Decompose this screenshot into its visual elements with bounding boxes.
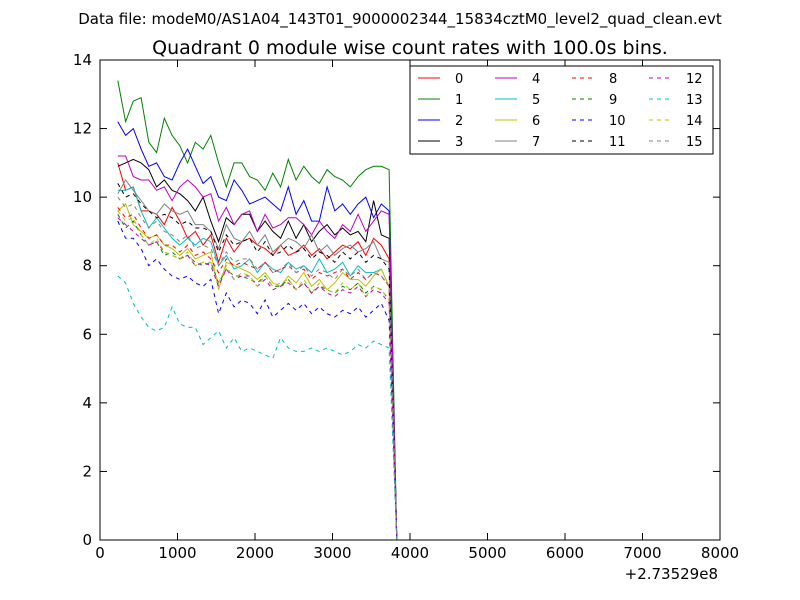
legend-label-1: 1 xyxy=(455,93,463,108)
x-tick-label: 2000 xyxy=(236,544,274,562)
legend-box xyxy=(409,65,714,155)
legend-label-11: 11 xyxy=(609,135,626,150)
y-tick-label: 6 xyxy=(82,325,92,343)
x-tick-label: 4000 xyxy=(391,544,429,562)
chart-title: Quadrant 0 module wise count rates with … xyxy=(152,37,668,59)
legend-label-9: 9 xyxy=(609,93,617,108)
y-tick-label: 4 xyxy=(82,394,92,412)
x-tick-label: 3000 xyxy=(313,544,351,562)
legend-label-6: 6 xyxy=(532,114,540,129)
series-line-13 xyxy=(117,275,669,541)
y-tick-label: 12 xyxy=(73,120,92,138)
legend-label-2: 2 xyxy=(455,114,463,129)
legend-label-14: 14 xyxy=(686,114,703,129)
y-tick-label: 2 xyxy=(82,462,92,480)
y-tick-label: 10 xyxy=(73,188,92,206)
legend-label-5: 5 xyxy=(532,93,540,108)
legend-label-10: 10 xyxy=(609,114,626,129)
y-tick-label: 14 xyxy=(73,51,92,69)
y-tick-label: 0 xyxy=(82,531,92,549)
x-offset-label: +2.73529e8 xyxy=(625,565,718,583)
x-tick-label: 8000 xyxy=(701,544,739,562)
legend-label-7: 7 xyxy=(532,135,540,150)
legend-label-15: 15 xyxy=(686,135,703,150)
legend-label-3: 3 xyxy=(455,135,463,150)
chart-suptitle: Data file: modeM0/AS1A04_143T01_90000023… xyxy=(78,10,722,29)
legend-label-12: 12 xyxy=(686,72,703,87)
x-tick-label: 5000 xyxy=(468,544,506,562)
x-tick-label: 6000 xyxy=(546,544,584,562)
x-tick-label: 7000 xyxy=(623,544,661,562)
legend-label-8: 8 xyxy=(609,72,617,87)
legend-label-13: 13 xyxy=(686,93,703,108)
legend-label-4: 4 xyxy=(532,72,540,87)
legend-label-0: 0 xyxy=(455,72,463,87)
y-tick-label: 8 xyxy=(82,257,92,275)
axis-ticks: 0 1000 2000 3000 4000 5000 6000 7000 80000246810… xyxy=(73,51,739,562)
x-tick-label: 0 xyxy=(95,544,105,562)
x-tick-label: 1000 xyxy=(158,544,196,562)
